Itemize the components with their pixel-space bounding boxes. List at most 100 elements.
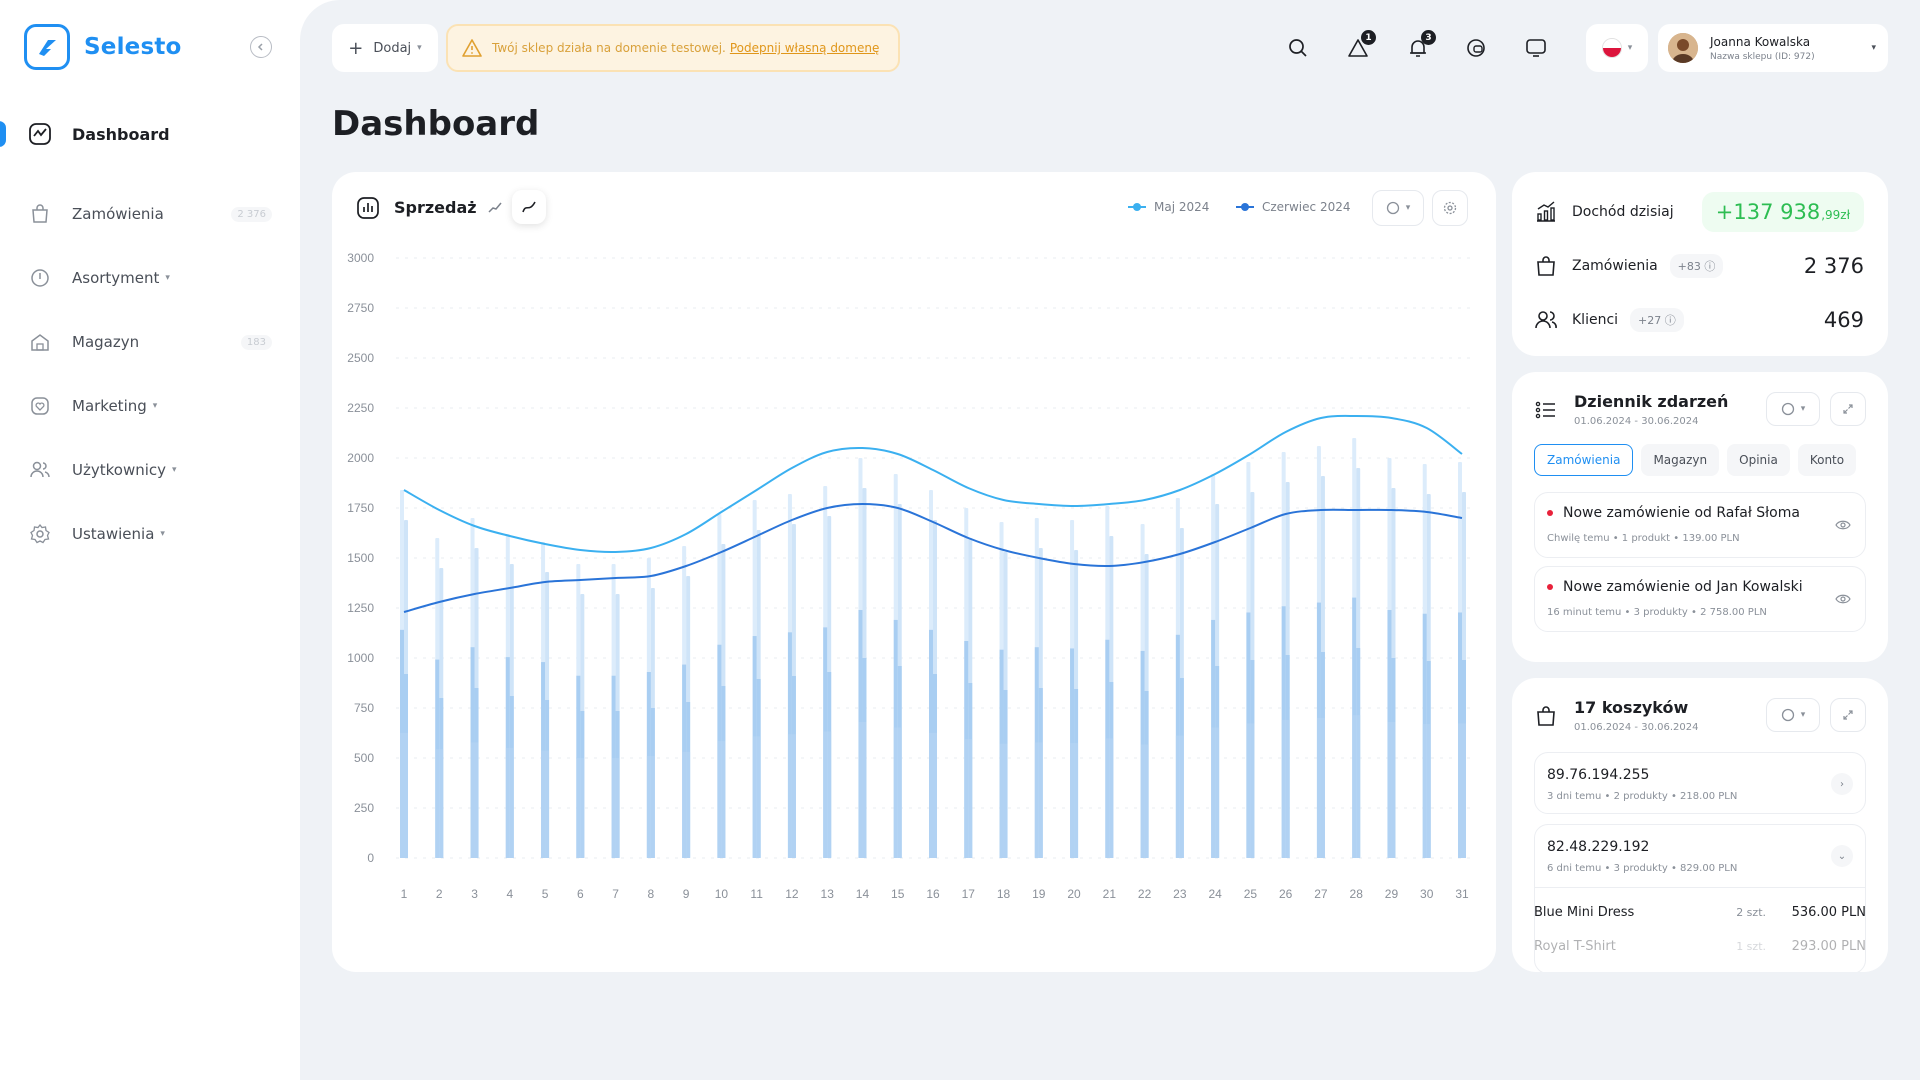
series-line-czerwiec-2024	[403, 502, 1463, 613]
x-tick-label: 11	[750, 887, 763, 901]
legend-item-june[interactable]: Czerwiec 2024	[1236, 200, 1350, 214]
monitor-button[interactable]	[1522, 34, 1550, 62]
y-tick-label: 1750	[347, 501, 374, 515]
carts-expand-button[interactable]	[1830, 698, 1866, 732]
eye-icon[interactable]	[1835, 591, 1851, 607]
legend-item-may[interactable]: Maj 2024	[1128, 200, 1209, 214]
sidebar-item-label: Asortyment	[72, 269, 160, 287]
brand-logo[interactable]: Selesto	[24, 24, 182, 70]
events-tabs: Zamówienia Magazyn Opinia Konto	[1534, 444, 1864, 476]
x-tick-label: 13	[821, 887, 835, 901]
sidebar-item-orders[interactable]: Zamówienia 2 376	[28, 199, 278, 229]
test-domain-warning: Twój sklep działa na domenie testowej. P…	[446, 24, 900, 72]
clients-delta-value: +27	[1638, 314, 1662, 327]
x-tick-label: 31	[1455, 887, 1469, 901]
chevron-right-icon[interactable]: ›	[1831, 773, 1853, 795]
bar	[1175, 735, 1184, 858]
events-period-selector[interactable]: ▾	[1766, 392, 1820, 426]
income-label: Dochód dzisiaj	[1572, 204, 1674, 220]
y-tick-label: 0	[367, 851, 374, 865]
search-icon	[1289, 39, 1307, 57]
info-icon[interactable]: ⓘ	[1664, 314, 1676, 327]
linear-mode-button[interactable]	[478, 190, 512, 224]
sidebar-item-assortment[interactable]: Asortyment ▾	[28, 263, 278, 293]
bar	[787, 734, 796, 858]
event-item[interactable]: Nowe zamówienie od Jan Kowalski 16 minut…	[1534, 566, 1866, 632]
connect-domain-link[interactable]: Podepnij własną domenę	[729, 41, 880, 55]
shop-name: Nazwa sklepu (ID: 972)	[1710, 51, 1815, 62]
cart-item-expanded[interactable]: 82.48.229.192 6 dni temu • 3 produkty • …	[1534, 824, 1866, 972]
info-icon[interactable]: ⓘ	[1704, 260, 1716, 273]
eye-icon[interactable]	[1835, 517, 1851, 533]
sidebar-item-settings[interactable]: Ustawienia ▾	[28, 519, 278, 549]
bar	[964, 739, 973, 858]
notifications-button[interactable]: 3	[1404, 30, 1436, 62]
legend-label: Czerwiec 2024	[1262, 200, 1351, 214]
unread-dot	[1547, 510, 1553, 516]
chevron-down-icon[interactable]: ⌄	[1831, 845, 1853, 867]
y-tick-label: 1000	[347, 651, 374, 665]
language-selector[interactable]: ▾	[1586, 24, 1648, 72]
x-tick-label: 17	[962, 887, 976, 901]
x-tick-label: 28	[1350, 887, 1364, 901]
x-tick-label: 8	[648, 887, 655, 901]
user-menu[interactable]: Joanna Kowalska Nazwa sklepu (ID: 972) ▾	[1658, 24, 1888, 72]
events-expand-button[interactable]	[1830, 392, 1866, 426]
warehouse-count-badge: 183	[240, 334, 272, 350]
bar	[505, 747, 514, 858]
curve-mode-button[interactable]	[512, 190, 546, 224]
page-title: Dashboard	[332, 104, 540, 144]
carts-title: 17 koszyków	[1574, 698, 1689, 717]
bell-icon	[1410, 40, 1426, 57]
chart-settings-button[interactable]	[1432, 190, 1468, 226]
chat-button[interactable]	[1462, 34, 1490, 62]
divider	[1535, 887, 1865, 888]
bar	[646, 756, 655, 858]
bar	[823, 731, 832, 858]
heart-badge-icon	[28, 394, 52, 418]
bar	[1070, 743, 1079, 858]
sidebar-item-marketing[interactable]: Marketing ▾	[28, 391, 278, 421]
collapse-sidebar-button[interactable]	[250, 36, 272, 58]
sidebar-item-warehouse[interactable]: Magazyn 183	[28, 327, 278, 357]
add-button[interactable]: + Dodaj ▾	[332, 24, 438, 72]
avatar	[1668, 33, 1698, 63]
clients-label: Klienci	[1572, 312, 1619, 328]
monitor-icon	[1526, 39, 1546, 57]
event-item[interactable]: Nowe zamówienie od Rafał Słoma Chwilę te…	[1534, 492, 1866, 558]
warning-icon	[462, 39, 482, 57]
x-tick-label: 7	[612, 887, 619, 901]
x-tick-label: 29	[1385, 887, 1399, 901]
bar	[999, 743, 1008, 858]
bar	[1352, 715, 1361, 858]
notifications-count-badge: 3	[1421, 30, 1436, 45]
cart-product-row: Royal T-Shirt 1 szt. 293.00 PLN	[1534, 934, 1866, 958]
x-tick-label: 1	[401, 887, 408, 901]
orders-label: Zamówienia	[1572, 258, 1658, 274]
y-tick-label: 3000	[347, 251, 374, 265]
sidebar-item-users[interactable]: Użytkownicy ▾	[28, 455, 278, 485]
tag-icon	[28, 266, 52, 290]
event-title: Nowe zamówienie od Rafał Słoma	[1563, 505, 1800, 521]
product-qty: 1 szt.	[1736, 939, 1766, 953]
income-row: Dochód dzisiaj +137 938 ,99zł	[1534, 192, 1864, 232]
y-tick-label: 1250	[347, 601, 374, 615]
tab-warehouse[interactable]: Magazyn	[1641, 444, 1720, 476]
tab-reviews[interactable]: Opinia	[1727, 444, 1790, 476]
orders-count-badge: 2 376	[231, 206, 272, 222]
tab-orders[interactable]: Zamówienia	[1534, 444, 1634, 476]
chevron-down-icon: ▾	[1871, 43, 1876, 53]
chart-period-selector[interactable]: ▾	[1372, 190, 1424, 226]
event-meta: Chwilę temu • 1 produkt • 139.00 PLN	[1547, 533, 1740, 544]
user-name: Joanna Kowalska	[1710, 34, 1811, 49]
expand-icon	[1843, 404, 1853, 414]
sidebar-item-dashboard[interactable]: Dashboard	[28, 119, 278, 149]
shopping-bag-icon	[1537, 706, 1555, 726]
alerts-button[interactable]: 1	[1344, 30, 1376, 62]
tab-account[interactable]: Konto	[1797, 444, 1857, 476]
y-tick-label: 750	[354, 701, 374, 715]
carts-period-selector[interactable]: ▾	[1766, 698, 1820, 732]
x-tick-label: 5	[542, 887, 549, 901]
cart-item[interactable]: 89.76.194.255 3 dni temu • 2 produkty • …	[1534, 752, 1866, 814]
search-button[interactable]	[1284, 34, 1312, 62]
